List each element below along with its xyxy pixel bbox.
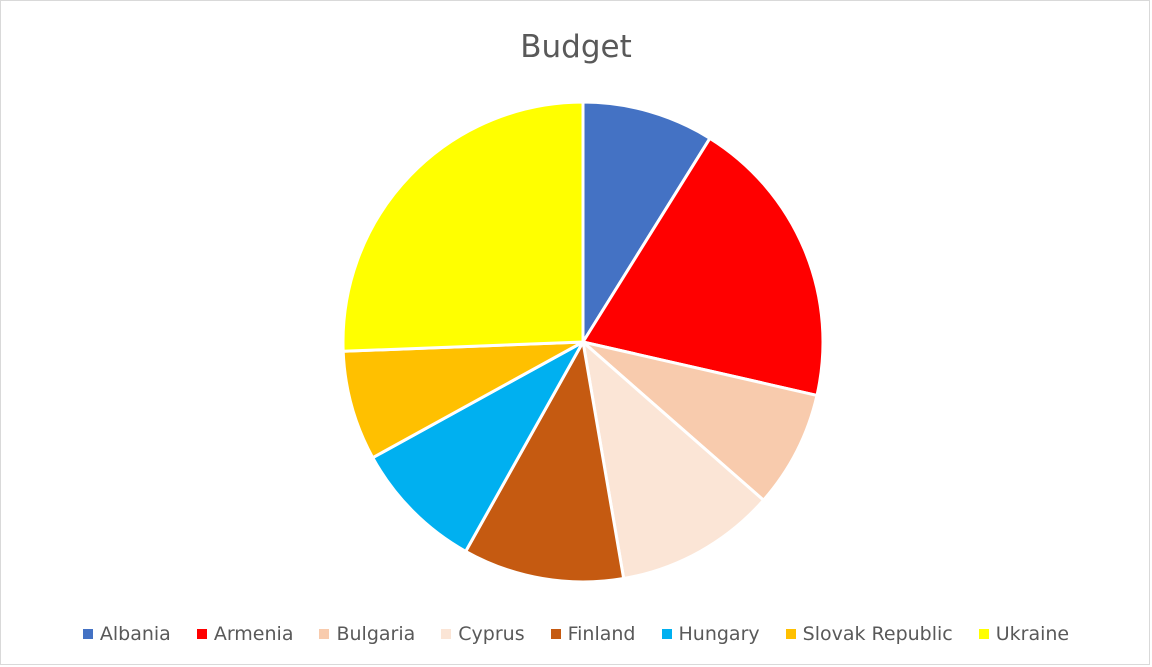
pie-slice-ukraine bbox=[341, 100, 585, 353]
legend-label: Albania bbox=[99, 623, 171, 645]
legend-label: Finland bbox=[567, 623, 636, 645]
legend-swatch bbox=[319, 629, 330, 639]
pie-slice-bulgaria bbox=[581, 340, 819, 502]
legend-item-armenia: Armenia bbox=[196, 623, 294, 645]
legend-swatch bbox=[550, 629, 561, 639]
pie-slice-armenia bbox=[581, 136, 825, 397]
pie-chart bbox=[341, 100, 825, 584]
legend-item-hungary: Hungary bbox=[661, 623, 760, 645]
legend-item-slovak-republic: Slovak Republic bbox=[785, 623, 953, 645]
chart-title: Budget bbox=[520, 29, 632, 65]
pie-slice-albania bbox=[581, 100, 712, 344]
legend-label: Bulgaria bbox=[336, 623, 416, 645]
pie-slice-slovak-republic bbox=[341, 340, 585, 460]
legend-label: Hungary bbox=[678, 623, 760, 645]
legend-item-ukraine: Ukraine bbox=[978, 623, 1070, 645]
legend-item-bulgaria: Bulgaria bbox=[319, 623, 415, 645]
legend-swatch bbox=[441, 629, 452, 639]
legend-item-cyprus: Cyprus bbox=[441, 623, 525, 645]
legend-label: Slovak Republic bbox=[802, 623, 953, 645]
pie-slice-finland bbox=[464, 340, 626, 584]
legend-item-finland: Finland bbox=[550, 623, 636, 645]
legend-swatch bbox=[785, 629, 796, 639]
legend-swatch bbox=[661, 629, 672, 639]
legend-swatch bbox=[82, 629, 93, 639]
legend-label: Armenia bbox=[213, 623, 294, 645]
legend-label: Cyprus bbox=[458, 623, 525, 645]
legend-label: Ukraine bbox=[995, 623, 1070, 645]
legend-swatch bbox=[978, 629, 989, 639]
legend-swatch bbox=[196, 629, 207, 639]
pie-slice-hungary bbox=[371, 340, 585, 553]
chart-legend: Albania Armenia Bulgaria Cyprus Finland Hunga… bbox=[1, 623, 1151, 645]
pie-slice-cyprus bbox=[581, 340, 765, 581]
legend-item-albania: Albania bbox=[82, 623, 171, 645]
